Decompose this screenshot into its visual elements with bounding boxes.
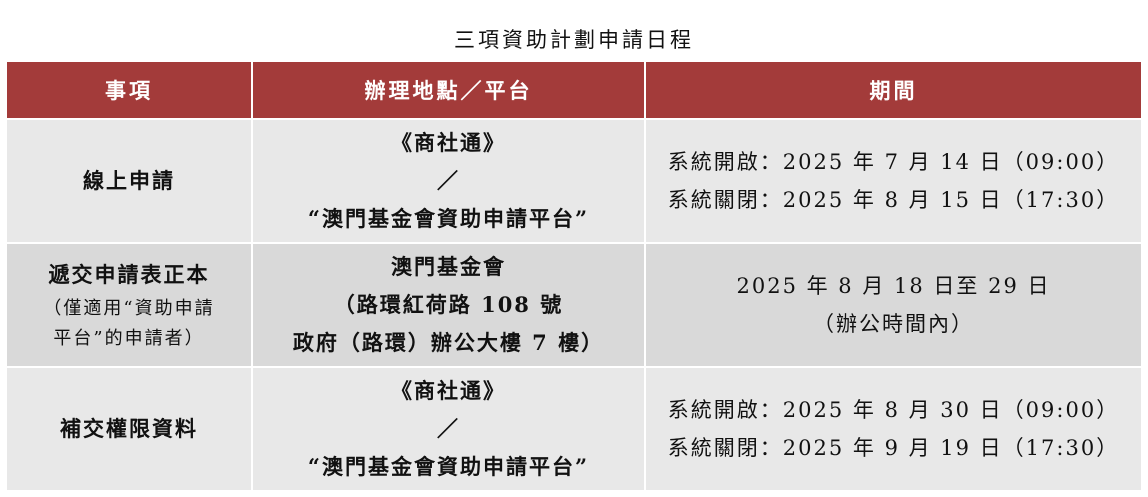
place-line: 政府（路環）辦公大樓 7 樓）	[292, 330, 605, 355]
item-label: 遞交申請表正本	[48, 262, 210, 287]
table-row: 補交權限資料 《商社通》 ／ “澳門基金會資助申請平台” 系統開啟：2025 年…	[5, 366, 1143, 492]
place-cell: 《商社通》 ／ “澳門基金會資助申請平台”	[251, 366, 646, 492]
header-period: 期間	[644, 60, 1143, 120]
item-cell: 補交權限資料	[5, 366, 253, 492]
period-cell: 系統開啟：2025 年 7 月 14 日（09:00） 系統關閉：2025 年 …	[644, 118, 1143, 244]
place-cell: 《商社通》 ／ “澳門基金會資助申請平台”	[251, 118, 646, 244]
period-line: （辦公時間內）	[813, 312, 974, 336]
header-item: 事項	[5, 60, 253, 120]
table-title: 三項資助計劃申請日程	[454, 28, 694, 52]
period-line: 2025 年 8 月 18 日至 29 日	[736, 274, 1051, 298]
period-cell: 2025 年 8 月 18 日至 29 日 （辦公時間內）	[644, 242, 1143, 368]
period-line: 系統開啟：2025 年 7 月 14 日（09:00）	[667, 150, 1120, 174]
table-row: 線上申請 《商社通》 ／ “澳門基金會資助申請平台” 系統開啟：2025 年 7…	[5, 118, 1143, 244]
period-line: 系統關閉：2025 年 8 月 15 日（17:30）	[667, 188, 1120, 212]
period-line: 系統開啟：2025 年 8 月 30 日（09:00）	[667, 398, 1120, 422]
item-note: （僅適用“資助申請	[43, 298, 215, 319]
header-row: 事項 辦理地點／平台 期間	[5, 60, 1143, 120]
place-line: “澳門基金會資助申請平台”	[307, 206, 590, 231]
period-cell: 系統開啟：2025 年 8 月 30 日（09:00） 系統關閉：2025 年 …	[644, 366, 1143, 492]
item-note: 平台”的申請者）	[53, 328, 205, 349]
schedule-table: 事項 辦理地點／平台 期間 線上申請 《商社通》 ／ “澳門基金會資助申請平台”…	[5, 60, 1143, 492]
table-row: 遞交申請表正本 （僅適用“資助申請 平台”的申請者） 澳門基金會 （路環紅荷路 …	[5, 242, 1143, 368]
place-cell: 澳門基金會 （路環紅荷路 108 號 政府（路環）辦公大樓 7 樓）	[251, 242, 646, 368]
place-line: “澳門基金會資助申請平台”	[307, 454, 590, 479]
place-line: ／	[437, 416, 460, 441]
item-cell: 遞交申請表正本 （僅適用“資助申請 平台”的申請者）	[5, 242, 253, 368]
place-line: 澳門基金會	[391, 254, 506, 279]
item-label: 補交權限資料	[60, 416, 198, 441]
item-cell: 線上申請	[5, 118, 253, 244]
place-line: 《商社通》	[391, 130, 506, 155]
header-place: 辦理地點／平台	[251, 60, 646, 120]
place-line: （路環紅荷路 108 號	[333, 292, 564, 317]
place-line: 《商社通》	[391, 378, 506, 403]
item-label: 線上申請	[83, 168, 175, 193]
period-line: 系統關閉：2025 年 9 月 19 日（17:30）	[667, 436, 1120, 460]
place-line: ／	[437, 168, 460, 193]
